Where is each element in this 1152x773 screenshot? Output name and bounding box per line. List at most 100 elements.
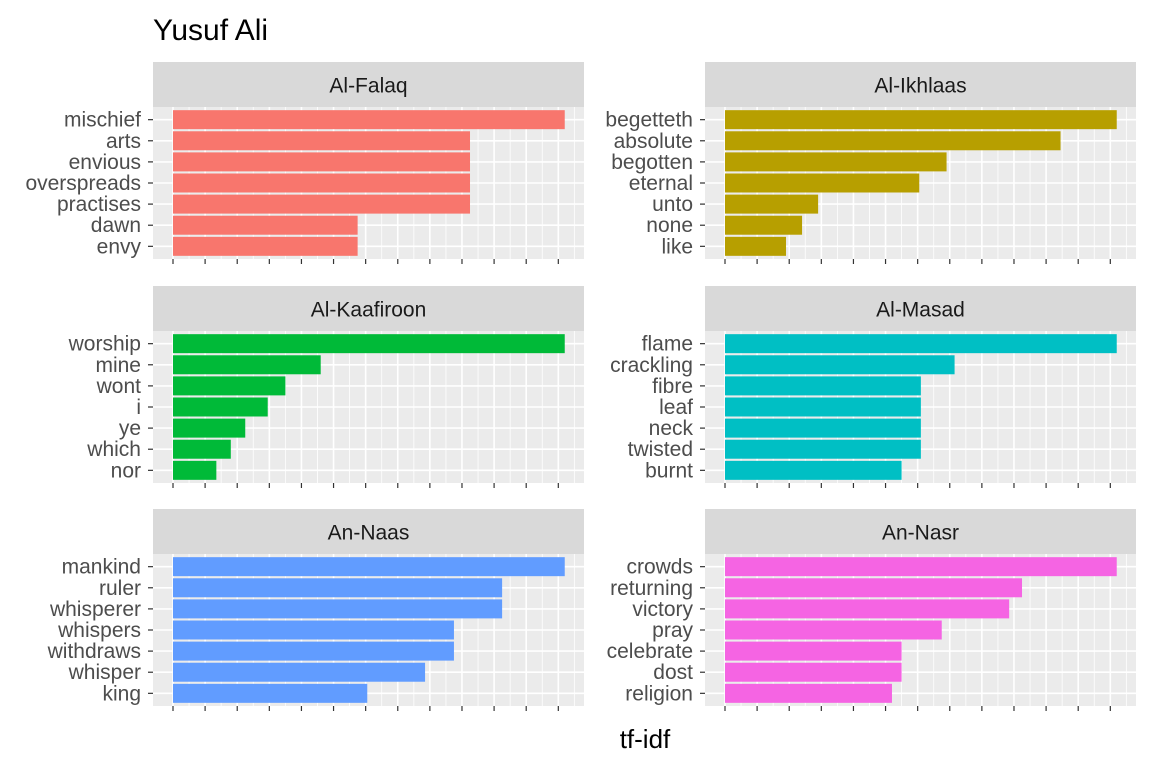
bar (173, 236, 358, 256)
bar (725, 397, 921, 417)
facet-strip (705, 62, 1136, 107)
bar (725, 376, 921, 396)
bar (725, 110, 1117, 130)
y-tick-label: ye (119, 417, 141, 440)
facet-panel: An-Naas mankindrulerwhispererwhisperswith… (47, 509, 584, 711)
y-tick-label: mischief (64, 109, 141, 132)
bar (725, 236, 787, 256)
bar (725, 194, 819, 214)
bar (173, 152, 471, 172)
y-tick-label: burnt (645, 459, 693, 482)
y-tick-label: dost (653, 661, 693, 684)
bar (725, 557, 1117, 577)
facet-strip (153, 286, 584, 331)
facet-strip (705, 509, 1136, 554)
bar (725, 662, 902, 682)
bar (725, 460, 902, 480)
y-tick-label: begetteth (605, 109, 693, 132)
bar (725, 152, 947, 172)
bar (173, 194, 471, 214)
facet-panel: Al-Falaq mischiefartsenviousoverspreadspr… (25, 62, 584, 264)
y-tick-label: fibre (652, 375, 693, 398)
bar (173, 334, 565, 354)
y-tick-label: arts (106, 130, 141, 153)
bar (173, 355, 321, 375)
bar (173, 662, 426, 682)
y-tick-label: wont (96, 375, 142, 398)
y-tick-label: leaf (659, 396, 693, 419)
facet-title: Al-Kaafiroon (311, 299, 427, 322)
bar (173, 173, 471, 193)
bar (725, 418, 921, 438)
y-tick-label: flame (642, 333, 693, 356)
bar (173, 683, 368, 703)
y-tick-label: religion (625, 682, 693, 705)
facet-strip (153, 509, 584, 554)
bar (173, 215, 358, 235)
y-tick-label: whispers (57, 619, 141, 642)
facets-layer: Al-Falaq mischiefartsenviousoverspreadspr… (25, 62, 1136, 711)
y-tick-label: eternal (629, 172, 693, 195)
x-axis-label: tf-idf (620, 724, 671, 754)
y-tick-label: crackling (610, 354, 693, 377)
facet-title: Al-Falaq (329, 75, 407, 98)
y-tick-label: mankind (62, 556, 141, 579)
y-tick-label: returning (610, 577, 693, 600)
facet-title: An-Nasr (882, 522, 959, 545)
y-tick-label: celebrate (607, 640, 693, 663)
bar (173, 578, 503, 598)
y-tick-label: twisted (628, 438, 693, 461)
y-tick-label: which (86, 438, 141, 461)
y-tick-label: none (646, 214, 693, 237)
y-tick-label: withdraws (47, 640, 141, 663)
y-tick-label: practises (57, 193, 141, 216)
y-tick-label: mine (95, 354, 141, 377)
bar (173, 620, 454, 640)
y-tick-label: overspreads (25, 172, 141, 195)
facet-title: Al-Ikhlaas (874, 75, 966, 98)
bar (725, 215, 803, 235)
y-tick-label: unto (652, 193, 693, 216)
bar (173, 557, 565, 577)
y-tick-label: nor (111, 459, 141, 482)
facet-title: Al-Masad (876, 299, 965, 322)
y-tick-label: whisperer (49, 598, 141, 621)
bar (725, 641, 902, 661)
bar (725, 439, 921, 459)
bar (725, 620, 942, 640)
bar (173, 599, 503, 619)
bar (173, 418, 246, 438)
bar (725, 131, 1061, 151)
y-tick-label: ruler (99, 577, 141, 600)
y-tick-label: absolute (614, 130, 693, 153)
y-tick-label: worship (68, 333, 141, 356)
y-tick-label: envy (97, 235, 142, 258)
bar (725, 578, 1023, 598)
bar (173, 397, 268, 417)
y-tick-label: like (661, 235, 693, 258)
y-tick-label: begotten (611, 151, 693, 174)
facet-panel: Al-Ikhlaas begettethabsolutebegottenetern… (605, 62, 1136, 264)
y-tick-label: whisper (68, 661, 141, 684)
y-tick-label: victory (632, 598, 693, 621)
y-tick-label: envious (69, 151, 141, 174)
bar (725, 599, 1010, 619)
bar (725, 334, 1117, 354)
y-tick-label: i (136, 396, 141, 419)
facet-title: An-Naas (328, 522, 410, 545)
chart-title: Yusuf Ali (153, 14, 268, 47)
facet-panel: An-Nasr crowdsreturningvictorypraycelebra… (607, 509, 1136, 711)
bar (173, 376, 286, 396)
bar (173, 439, 231, 459)
y-tick-label: neck (649, 417, 694, 440)
bar (725, 355, 955, 375)
facet-strip (153, 62, 584, 107)
facet-panel: Al-Masad flamecracklingfibreleafnecktwist… (610, 286, 1136, 488)
bar (173, 110, 565, 130)
bar (173, 641, 454, 661)
bar (725, 683, 892, 703)
bar (173, 131, 471, 151)
